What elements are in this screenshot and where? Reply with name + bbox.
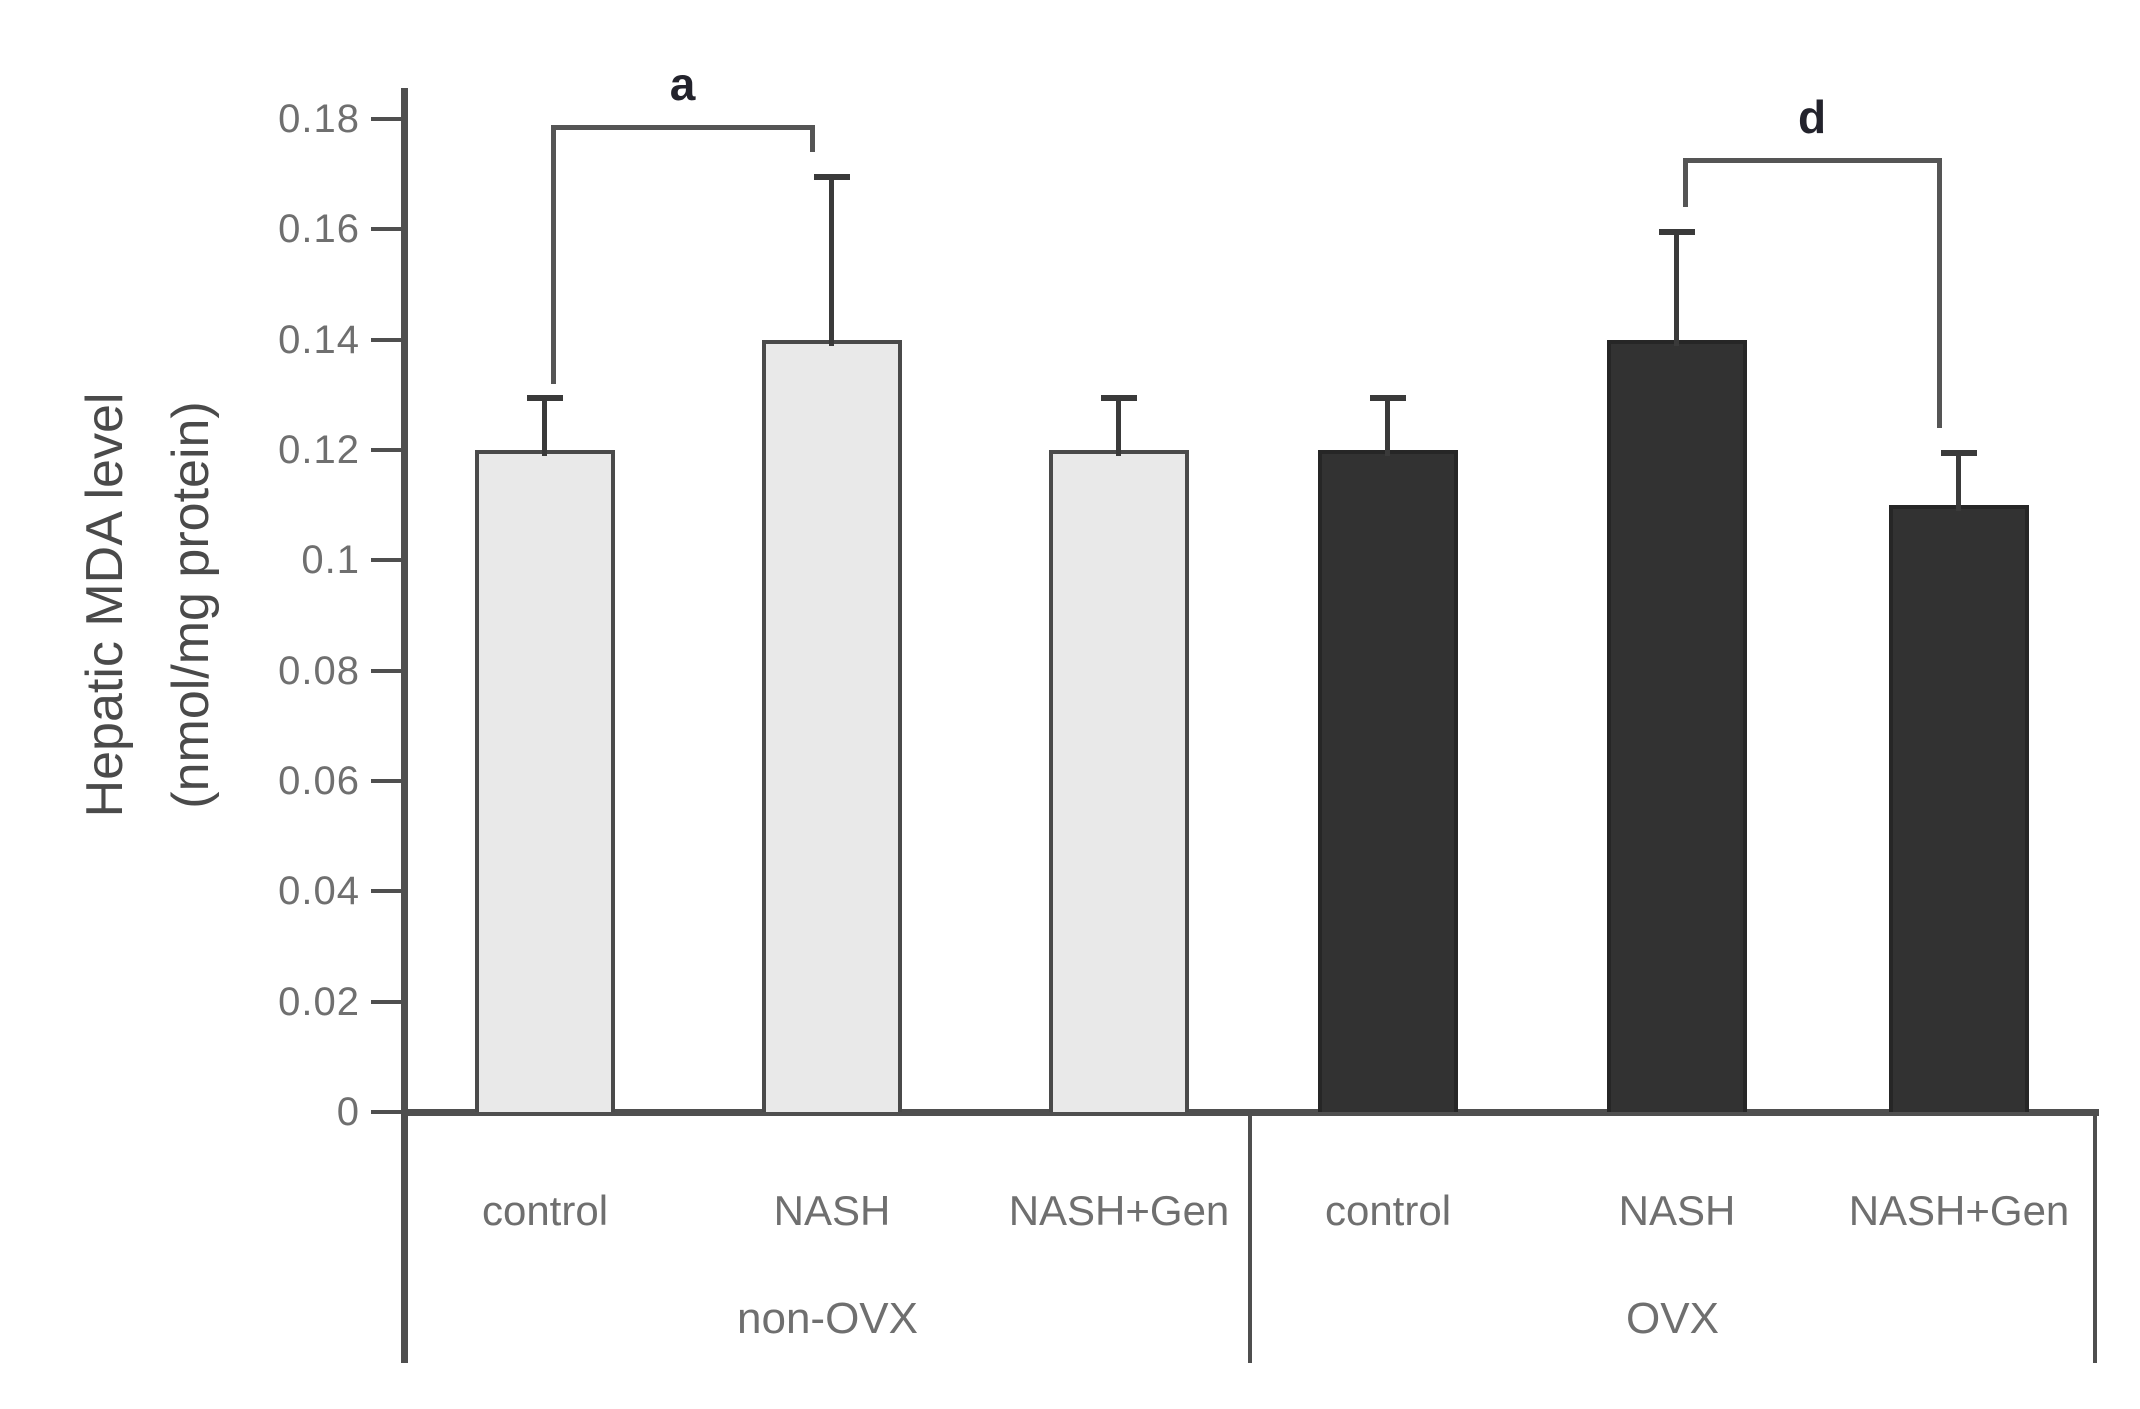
error-bar-stem — [1385, 395, 1390, 456]
error-bar-cap — [1370, 395, 1406, 401]
group-label: non-OVX — [737, 1294, 918, 1343]
bar — [1318, 450, 1458, 1112]
bar — [475, 450, 615, 1112]
significance-bracket-left-arm — [1683, 158, 1688, 207]
error-bar-cap — [1101, 395, 1137, 401]
category-label: control — [1324, 1187, 1452, 1234]
y-tick — [371, 448, 405, 452]
y-tick-label: 0.18 — [278, 97, 360, 141]
y-tick-label: 0.02 — [278, 980, 360, 1024]
y-tick-label: 0.04 — [278, 869, 360, 913]
error-bar-cap — [1659, 229, 1695, 235]
significance-bracket-right-arm — [810, 125, 815, 152]
y-tick-label: 0.08 — [278, 649, 360, 693]
significance-label: d — [1797, 91, 1827, 143]
category-label: NASH — [1618, 1187, 1736, 1234]
significance-bracket-left-arm — [551, 125, 556, 384]
group-separator — [1248, 1112, 1252, 1363]
y-tick-label: 0.06 — [278, 759, 360, 803]
error-bar-cap — [1941, 450, 1977, 456]
y-tick-label: 0.12 — [278, 428, 360, 472]
bar — [762, 340, 902, 1112]
y-tick — [371, 1110, 405, 1114]
y-tick — [371, 117, 405, 121]
category-label: NASH — [773, 1187, 891, 1234]
y-tick — [371, 1000, 405, 1004]
significance-label: a — [669, 58, 696, 110]
y-tick-label: 0 — [336, 1090, 360, 1134]
y-tick — [371, 889, 405, 893]
y-tick — [371, 558, 405, 562]
bar — [1607, 340, 1747, 1112]
y-tick — [371, 338, 405, 342]
error-bar-stem — [1956, 450, 1961, 511]
category-label: NASH+Gen — [1008, 1187, 1230, 1234]
category-label: NASH+Gen — [1848, 1187, 2070, 1234]
error-bar-stem — [542, 395, 547, 456]
y-tick — [371, 227, 405, 231]
group-label: OVX — [1626, 1294, 1719, 1343]
error-bar-cap — [814, 174, 850, 180]
error-bar-stem — [1674, 229, 1679, 346]
category-label: control — [481, 1187, 609, 1234]
y-tick-label: 0.14 — [278, 318, 360, 362]
error-bar-stem — [1116, 395, 1121, 456]
significance-bracket-right-arm — [1937, 158, 1942, 428]
category-box-right-border — [2093, 1112, 2097, 1363]
y-tick-label: 0.16 — [278, 207, 360, 251]
error-bar-stem — [829, 174, 834, 346]
y-tick — [371, 669, 405, 673]
significance-bracket-top — [551, 125, 815, 130]
bar — [1049, 450, 1189, 1112]
y-axis-line — [401, 88, 408, 1363]
y-tick — [371, 779, 405, 783]
error-bar-cap — [527, 395, 563, 401]
bar — [1889, 505, 2029, 1112]
y-tick-label: 0.1 — [301, 538, 360, 582]
significance-bracket-top — [1683, 158, 1942, 163]
